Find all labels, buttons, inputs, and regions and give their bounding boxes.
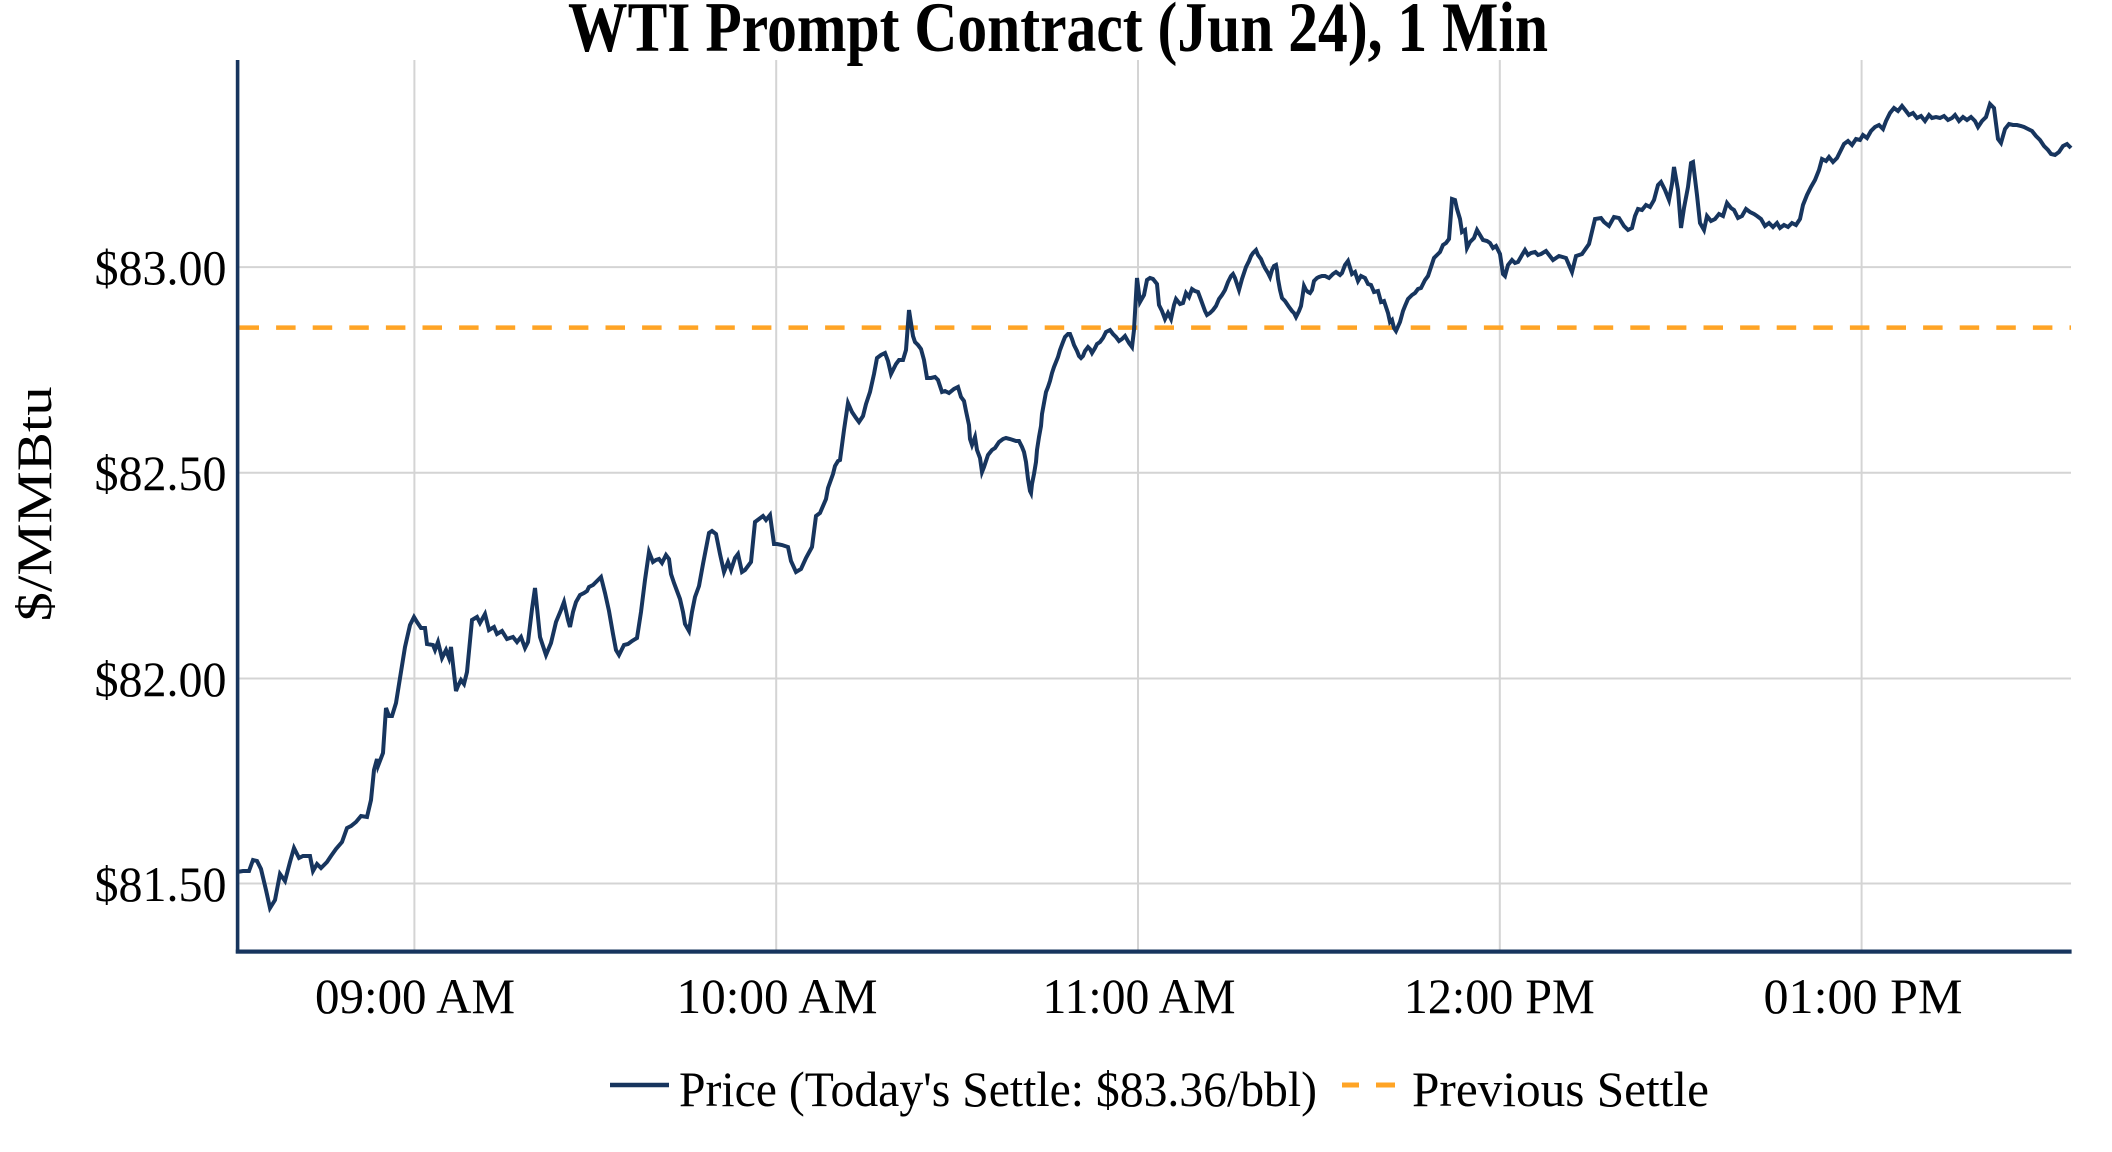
svg-text:09:00 AM: 09:00 AM <box>315 968 515 1024</box>
svg-text:01:00 PM: 01:00 PM <box>1764 968 1963 1024</box>
svg-text:$81.50: $81.50 <box>95 856 227 912</box>
svg-text:10:00 AM: 10:00 AM <box>677 968 878 1024</box>
svg-text:Previous Settle: Previous Settle <box>1412 1061 1709 1117</box>
svg-text:11:00 AM: 11:00 AM <box>1043 968 1236 1024</box>
svg-text:12:00 PM: 12:00 PM <box>1404 968 1595 1024</box>
svg-text:Price (Today's Settle: $83.36/: Price (Today's Settle: $83.36/bbl) <box>679 1061 1317 1117</box>
svg-text:$82.50: $82.50 <box>95 445 227 501</box>
svg-text:$/MMBtu: $/MMBtu <box>6 386 62 621</box>
svg-text:WTI Prompt Contract (Jun 24),: WTI Prompt Contract (Jun 24), 1 Min <box>568 0 1548 67</box>
svg-text:$83.00: $83.00 <box>95 239 227 295</box>
svg-text:$82.00: $82.00 <box>95 651 227 707</box>
